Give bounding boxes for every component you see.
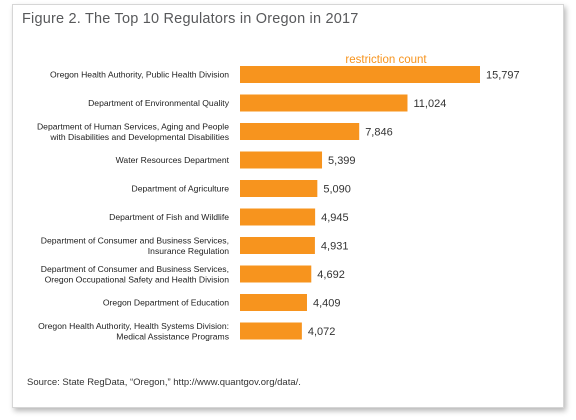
bar-8 bbox=[240, 265, 312, 283]
category-label-6: Department of Fish and Wildlife bbox=[109, 212, 229, 222]
value-label-3: 7,846 bbox=[365, 127, 393, 139]
value-label-4: 5,399 bbox=[328, 155, 356, 167]
figure-title: Figure 2. The Top 10 Regulators in Orego… bbox=[22, 11, 359, 27]
value-label-5: 5,090 bbox=[323, 184, 351, 196]
category-label-8: Department of Consumer and Business Serv… bbox=[41, 264, 229, 285]
series-label: restriction count bbox=[345, 54, 427, 66]
value-label-10: 4,072 bbox=[308, 326, 336, 338]
value-label-9: 4,409 bbox=[313, 298, 341, 310]
bars-group: 15,797 Oregon Health Authority, Public He… bbox=[37, 66, 520, 341]
bar-6 bbox=[240, 208, 316, 226]
category-label-1: Oregon Health Authority, Public Health D… bbox=[50, 70, 229, 80]
category-label-10: Oregon Health Authority, Health Systems … bbox=[38, 321, 229, 342]
source-note: Source: State RegData, “Oregon,” http://… bbox=[27, 377, 301, 388]
bar-3 bbox=[240, 123, 360, 140]
category-label-9: Oregon Department of Education bbox=[103, 298, 229, 308]
value-label-1: 15,797 bbox=[486, 70, 520, 82]
category-label-4: Water Resources Department bbox=[116, 155, 230, 165]
bar-5 bbox=[240, 180, 318, 197]
value-label-6: 4,945 bbox=[321, 212, 349, 224]
bar-4 bbox=[240, 151, 323, 169]
value-label-8: 4,692 bbox=[317, 269, 345, 281]
category-label-2: Department of Environmental Quality bbox=[88, 98, 230, 108]
category-label-5: Department of Agriculture bbox=[132, 184, 230, 194]
category-label-3: Department of Human Services, Aging and … bbox=[37, 121, 229, 142]
bar-9 bbox=[240, 294, 307, 311]
bar-7 bbox=[240, 237, 315, 254]
value-label-7: 4,931 bbox=[321, 241, 349, 253]
bar-10 bbox=[240, 322, 302, 340]
bar-2 bbox=[240, 94, 408, 112]
value-label-2: 11,024 bbox=[413, 98, 446, 110]
category-label-7: Department of Consumer and Business Serv… bbox=[41, 235, 229, 256]
bar-1 bbox=[240, 66, 480, 83]
